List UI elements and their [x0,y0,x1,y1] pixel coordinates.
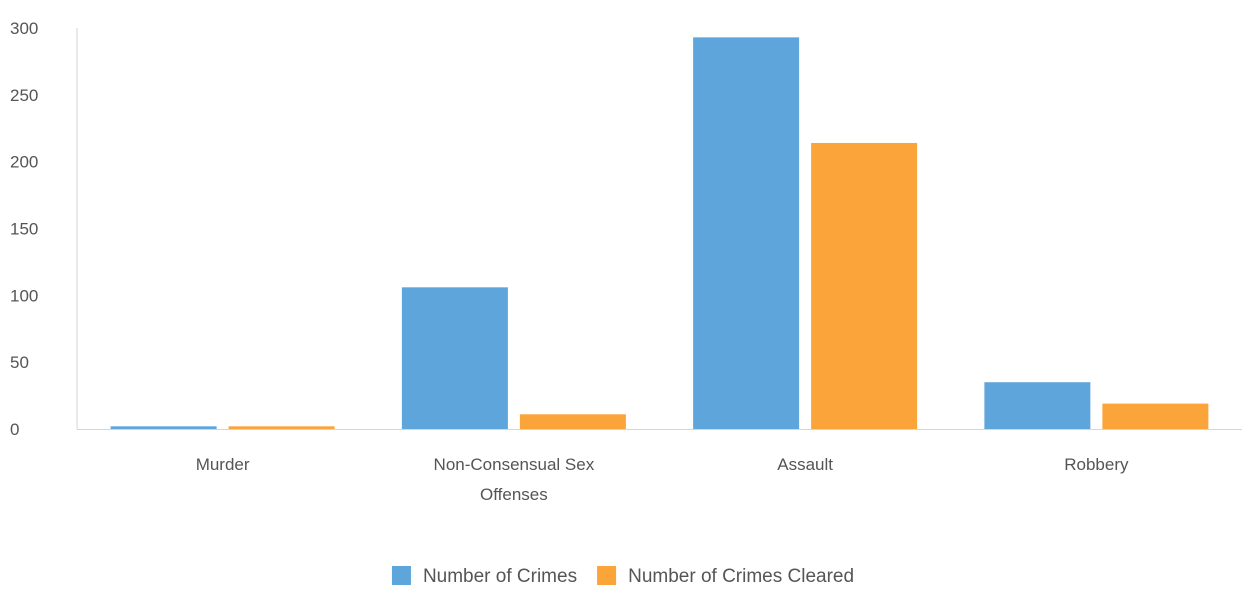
bars [110,37,1209,430]
bar-crimes [693,37,800,430]
x-axis-category-labels: Murder Non-Consensual Sex Offenses Assault R… [196,455,1129,504]
y-tick-label: 100 [10,286,38,305]
y-tick-label: 200 [10,153,38,172]
bar-crimes-cleared [1102,403,1209,429]
legend-swatch [597,566,617,585]
bar-crimes [401,287,508,429]
bar-crimes [110,426,217,429]
bar-crimes [984,382,1091,429]
x-category-label: Non-Consensual Sex Offenses [434,455,595,504]
y-tick-label: 50 [10,353,29,372]
x-category-label: Assault [777,455,833,474]
bar-crimes-cleared [228,426,335,429]
bar-crimes-cleared [811,142,918,429]
y-axis-ticks: 0 50 100 150 200 250 300 [10,19,38,439]
legend-swatch [391,566,411,585]
legend-label: Number of Crimes Cleared [628,566,854,587]
legend-item: Number of Crimes [391,566,577,587]
bar-crimes-cleared [519,414,626,429]
y-tick-label: 300 [10,19,38,38]
legend: Number of Crimes Number of Crimes Cleared [391,566,854,587]
y-tick-label: 0 [10,420,19,439]
x-category-label: Robbery [1064,455,1129,474]
legend-label: Number of Crimes [423,566,577,587]
y-tick-label: 150 [10,220,38,239]
legend-item: Number of Crimes Cleared [597,566,854,587]
x-category-label: Murder [196,455,250,474]
y-tick-label: 250 [10,86,38,105]
